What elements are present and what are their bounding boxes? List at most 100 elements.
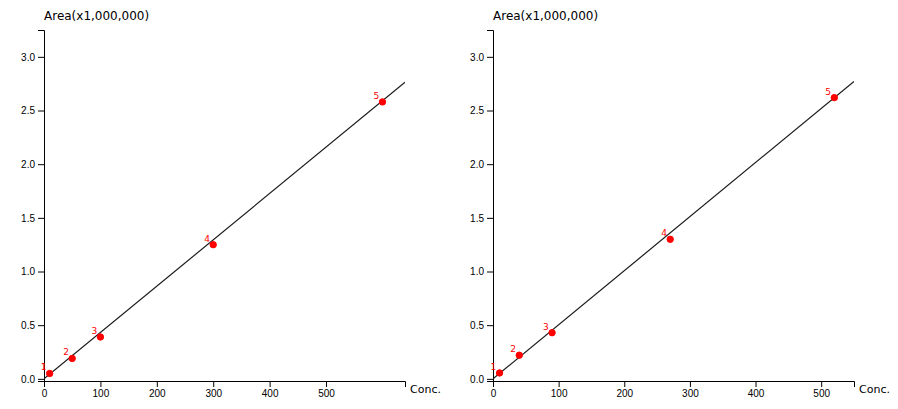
y-tick: 2.5 <box>21 105 44 116</box>
x-tick-mark <box>624 381 625 387</box>
x-tick-label: 500 <box>813 388 830 399</box>
x-tick: 500 <box>318 381 335 399</box>
y-tick-label: 1.5 <box>21 213 35 224</box>
panel: 0 100 200 300 400 500 0.0 0.5 1.0 1.5 2.0 2.5 3.0 Are… <box>21 9 441 399</box>
title: Area(x1,000,000) <box>44 9 149 23</box>
x-tick-label: 300 <box>205 388 222 399</box>
x-tick: 100 <box>93 381 110 399</box>
panel: 01002003004005000.00.51.01.52.02.53.0Are… <box>470 9 890 399</box>
y-tick-mark <box>38 57 44 58</box>
x-tick: 300 <box>682 381 699 399</box>
x-tick-label: 400 <box>748 388 765 399</box>
x-tick-label: 300 <box>682 388 699 399</box>
x-tick: 0 <box>42 381 48 399</box>
y-tick-label: 2.5 <box>21 105 35 116</box>
plot-area <box>44 82 405 379</box>
y-tick: 3.0 <box>470 52 493 63</box>
plot-area <box>493 81 854 378</box>
y-tick-mark <box>487 272 493 273</box>
y-tick: 2.5 <box>470 105 493 116</box>
point-label: 1 <box>491 362 497 372</box>
x-tick-mark <box>270 381 271 387</box>
y-tick-mark <box>487 164 493 165</box>
y-tick: 2.0 <box>470 159 493 170</box>
y-tick-mark <box>487 218 493 219</box>
x-tick-label: 500 <box>318 388 335 399</box>
y-axis-line <box>38 31 45 382</box>
point <box>831 94 837 100</box>
x-tick: 200 <box>616 381 633 399</box>
point-label: 3 <box>543 322 549 332</box>
x-tick: 200 <box>149 381 166 399</box>
y-tick-label: 3.0 <box>470 52 484 63</box>
point <box>210 241 216 247</box>
y-tick-label: 0.0 <box>21 374 35 385</box>
y-tick-label: 2.0 <box>470 159 484 170</box>
x-tick-label: 100 <box>551 388 568 399</box>
x-tick: 400 <box>748 381 765 399</box>
point-label: 2 <box>63 347 69 357</box>
point-label: 5 <box>373 91 379 101</box>
x-tick: 0 <box>491 381 497 399</box>
point-label: 4 <box>204 234 210 244</box>
point <box>69 355 75 361</box>
y-tick-mark <box>487 379 493 380</box>
y-tick: 0.5 <box>21 320 44 331</box>
y-axis: 0.0 0.5 1.0 1.5 2.0 2.5 3.0 <box>470 31 493 385</box>
regression-line <box>493 81 854 378</box>
x-tick-mark <box>100 381 101 387</box>
point <box>97 334 103 340</box>
x-axis: 0 100 200 300 400 500 <box>491 381 855 399</box>
y-tick-label: 1.0 <box>470 266 484 277</box>
point <box>379 99 385 105</box>
x-tick-mark <box>326 381 327 387</box>
y-tick-label: 0.0 <box>470 374 484 385</box>
x-tick-label: 0 <box>42 388 48 399</box>
y-tick-label: 2.5 <box>470 105 484 116</box>
x-tick-label: 200 <box>149 388 166 399</box>
x-axis-line <box>494 382 855 388</box>
y-tick-mark <box>38 379 44 380</box>
x-tick: 400 <box>262 381 279 399</box>
x-tick-mark <box>821 381 822 387</box>
y-tick-mark <box>38 325 44 326</box>
y-tick-label: 0.5 <box>470 320 484 331</box>
x-axis: 0 100 200 300 400 500 <box>42 381 406 399</box>
x-tick-label: 100 <box>93 388 110 399</box>
point <box>46 370 52 376</box>
x-tick: 100 <box>551 381 568 399</box>
x-tick-mark <box>157 381 158 387</box>
point-labels: 1 2 3 4 5 <box>41 91 380 373</box>
x-tick: 500 <box>813 381 830 399</box>
x-tick-mark <box>559 381 560 387</box>
y-tick-mark <box>38 164 44 165</box>
point-label: 3 <box>91 326 97 336</box>
y-tick: 3.0 <box>21 52 44 63</box>
y-tick-mark <box>38 218 44 219</box>
x-axis-line <box>45 382 406 388</box>
x-tick: 300 <box>205 381 222 399</box>
point-labels: 12345 <box>491 87 831 372</box>
chart-canvas: 0 100 200 300 400 500 0.0 0.5 1.0 1.5 2.0 2.5 3.0 Are… <box>0 0 898 409</box>
x-tick-mark <box>756 381 757 387</box>
y-axis-line <box>487 31 494 382</box>
point-label: 2 <box>510 344 516 354</box>
point <box>516 352 522 358</box>
y-tick: 0.5 <box>470 320 493 331</box>
y-tick: 2.0 <box>21 159 44 170</box>
y-tick-label: 1.0 <box>21 266 35 277</box>
regression-line <box>44 82 405 379</box>
y-tick-mark <box>38 272 44 273</box>
x-tick-label: 200 <box>616 388 633 399</box>
y-tick: 1.0 <box>21 266 44 277</box>
x-tick-mark <box>690 381 691 387</box>
y-tick: 1.0 <box>470 266 493 277</box>
point-label: 1 <box>41 362 47 372</box>
y-tick: 1.5 <box>470 213 493 224</box>
y-tick-mark <box>487 111 493 112</box>
y-tick: 1.5 <box>21 213 44 224</box>
y-tick-label: 0.5 <box>21 320 35 331</box>
y-axis: 0.0 0.5 1.0 1.5 2.0 2.5 3.0 <box>21 31 44 385</box>
y-tick: 0.0 <box>21 374 44 385</box>
point-label: 5 <box>825 87 831 97</box>
